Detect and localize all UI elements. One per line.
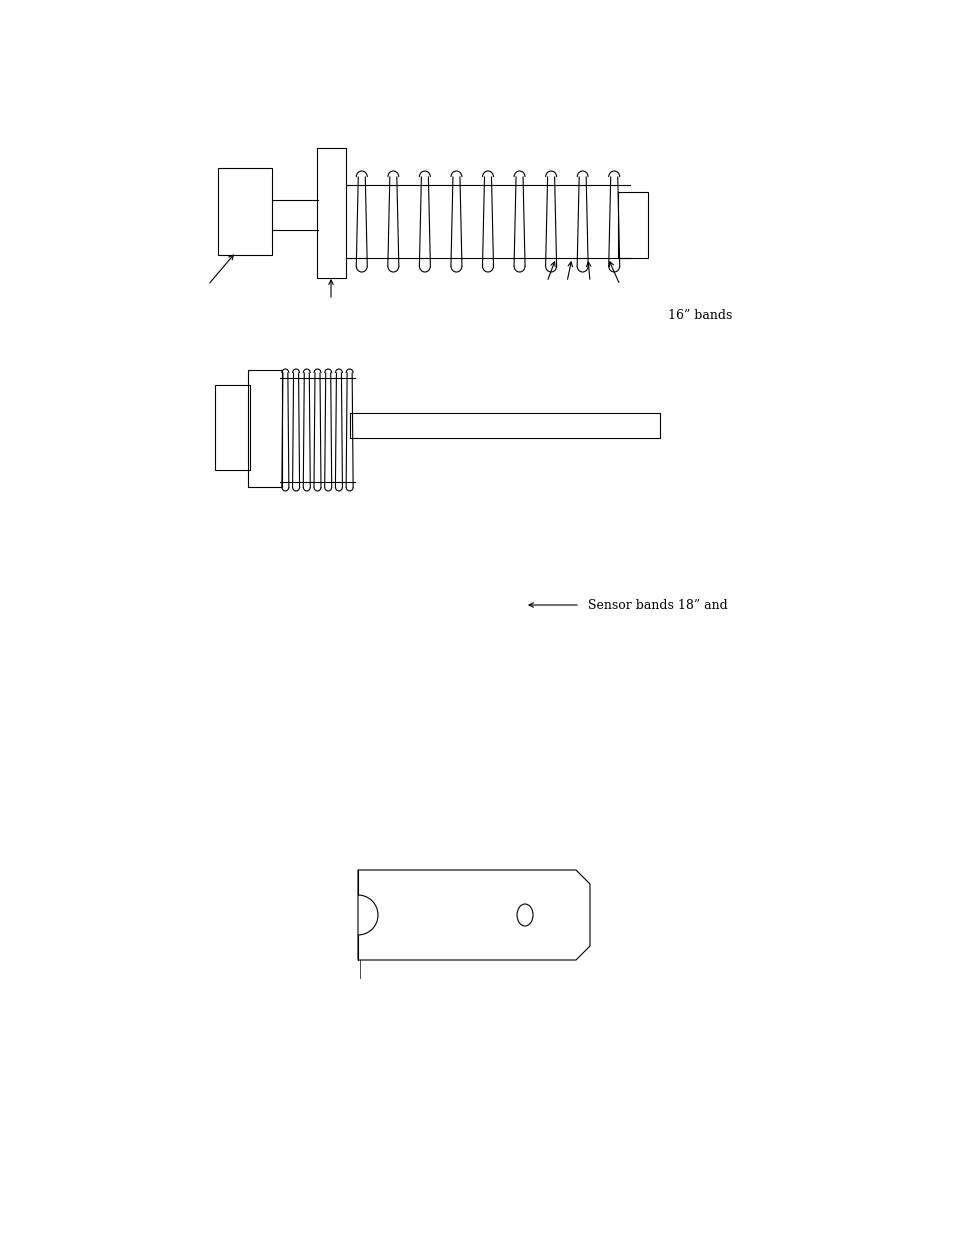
Text: 16” bands: 16” bands [667,309,732,321]
Bar [214,385,250,471]
Bar [350,412,659,438]
Bar [218,168,272,254]
Bar [316,148,346,278]
Bar [618,191,647,258]
Bar [248,370,282,487]
Text: Sensor bands 18” and: Sensor bands 18” and [587,599,727,611]
